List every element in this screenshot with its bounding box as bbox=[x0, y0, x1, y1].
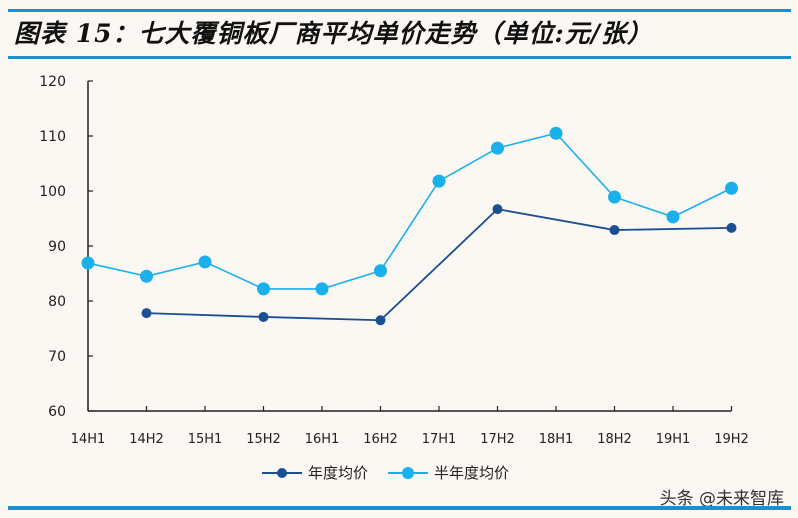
half-year-data-point bbox=[198, 255, 212, 269]
y-tick-label: 120 bbox=[39, 74, 66, 90]
dark-line-marker-icon bbox=[262, 467, 302, 478]
half-year-data-point bbox=[315, 282, 329, 296]
legend-item-half-year: 半年度均价 bbox=[388, 462, 509, 483]
x-tick-label: 17H1 bbox=[422, 432, 457, 447]
annual-data-point bbox=[258, 311, 269, 322]
x-tick-label: 18H1 bbox=[539, 432, 574, 447]
half-year-data-point bbox=[491, 141, 504, 155]
legend-label-half-year: 半年度均价 bbox=[434, 464, 510, 482]
x-tick-label: 14H1 bbox=[71, 432, 106, 447]
y-tick-label: 90 bbox=[48, 239, 66, 255]
x-tick-label: 19H1 bbox=[656, 432, 691, 447]
x-tick-label: 15H2 bbox=[246, 432, 281, 447]
annual-data-point bbox=[141, 308, 152, 319]
y-tick-label: 100 bbox=[39, 184, 66, 200]
footer-rule bbox=[8, 506, 791, 510]
chart-title: 图表 15：七大覆铜板厂商平均单价走势（单位:元/张） bbox=[14, 19, 653, 48]
half-year-data-point bbox=[374, 264, 387, 278]
watermark: 头条 @未来智库 bbox=[659, 489, 784, 509]
x-tick-label: 16H2 bbox=[363, 432, 398, 447]
x-tick-label: 18H2 bbox=[597, 432, 632, 447]
x-tick-label: 17H2 bbox=[480, 432, 515, 447]
x-tick-label: 14H2 bbox=[129, 432, 164, 447]
x-tick-label: 19H2 bbox=[714, 432, 749, 447]
x-tick-label: 16H1 bbox=[305, 432, 340, 447]
half-year-price-line bbox=[87, 132, 732, 290]
legend-label-annual: 年度均价 bbox=[308, 464, 369, 482]
y-tick-label: 70 bbox=[48, 349, 66, 365]
x-tick-label: 15H1 bbox=[188, 432, 223, 447]
half-year-data-point bbox=[81, 256, 95, 270]
legend-item-annual: 年度均价 bbox=[262, 462, 368, 483]
title-bottom-rule bbox=[8, 56, 791, 59]
half-year-data-point bbox=[608, 190, 621, 204]
legend: 年度均价 半年度均价 bbox=[262, 462, 509, 483]
y-tick-label: 110 bbox=[39, 129, 66, 145]
annual-data-point bbox=[609, 225, 620, 236]
half-year-data-point bbox=[725, 181, 738, 195]
title-top-rule bbox=[8, 9, 791, 12]
half-year-data-point bbox=[666, 210, 680, 224]
y-tick-label: 60 bbox=[48, 404, 66, 420]
half-year-data-point bbox=[257, 282, 270, 296]
half-year-data-point bbox=[549, 126, 563, 140]
annual-data-point bbox=[726, 222, 737, 233]
half-year-data-point bbox=[432, 174, 446, 188]
half-year-data-point bbox=[140, 269, 153, 283]
light-line-marker-icon bbox=[388, 466, 429, 479]
y-tick-label: 80 bbox=[48, 294, 66, 310]
annual-data-point bbox=[375, 315, 386, 326]
annual-data-point bbox=[492, 204, 503, 215]
annual-price-line bbox=[146, 208, 732, 322]
